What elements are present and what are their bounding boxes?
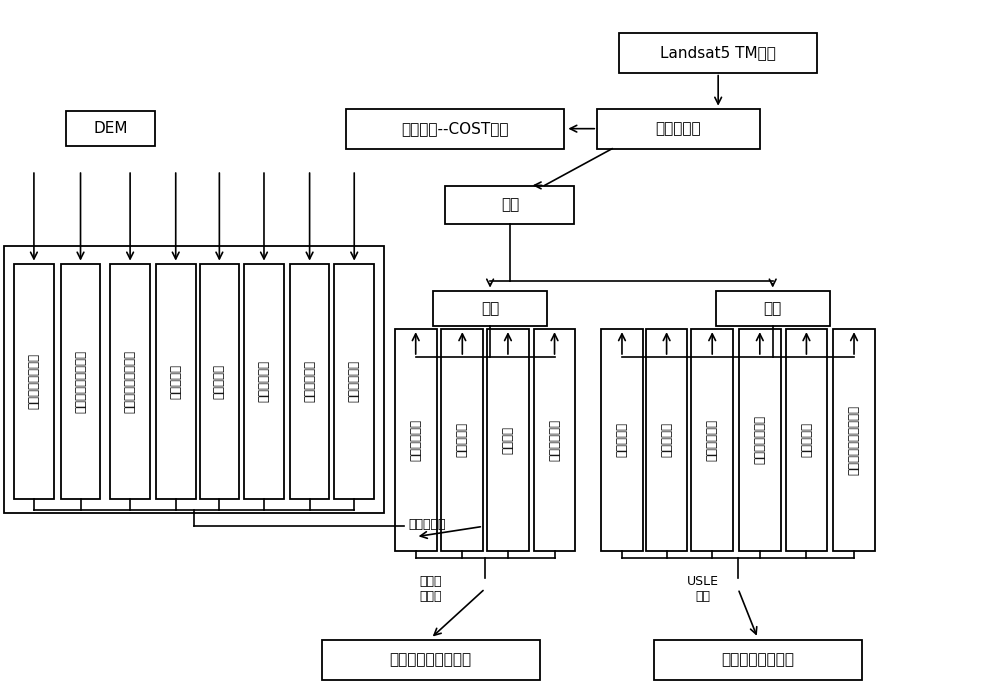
Text: 坡长坡度因子: 坡长坡度因子 <box>348 360 361 402</box>
Text: 坡度变率和坡向变率: 坡度变率和坡向变率 <box>74 349 87 412</box>
Text: 加权叠
加分析: 加权叠 加分析 <box>419 575 442 603</box>
Text: 地形起伏度: 地形起伏度 <box>169 363 182 398</box>
Bar <box>487 329 529 551</box>
Text: 裁剪: 裁剪 <box>501 197 519 212</box>
Text: 定性: 定性 <box>481 301 499 316</box>
Bar <box>833 329 875 551</box>
Bar <box>716 290 830 326</box>
Bar <box>290 263 329 498</box>
Bar <box>66 111 155 146</box>
Text: USLE
模型: USLE 模型 <box>687 575 719 603</box>
Bar <box>322 640 540 680</box>
Text: 水土保持工程措施因子: 水土保持工程措施因子 <box>848 405 861 475</box>
Text: 相关性分析: 相关性分析 <box>409 518 446 531</box>
Bar <box>534 329 575 551</box>
Text: DEM: DEM <box>93 121 128 136</box>
Text: 坡长坡度因子: 坡长坡度因子 <box>706 419 719 461</box>
Bar <box>346 108 564 148</box>
Text: 剖面曲率和平面曲率: 剖面曲率和平面曲率 <box>124 349 137 412</box>
Bar <box>156 263 196 498</box>
Text: 水土流失强度等级图: 水土流失强度等级图 <box>390 652 472 667</box>
Text: 土地利用类型: 土地利用类型 <box>548 419 561 461</box>
Text: 定量: 定量 <box>764 301 782 316</box>
Text: Landsat5 TM影像: Landsat5 TM影像 <box>660 45 776 60</box>
Bar <box>4 246 384 512</box>
Text: 数据预处理: 数据预处理 <box>656 121 701 136</box>
Bar <box>646 329 687 551</box>
Text: 植被覆盖度: 植被覆盖度 <box>456 422 469 457</box>
Bar <box>395 329 437 551</box>
Text: 降雨侵蚀力: 降雨侵蚀力 <box>615 422 628 457</box>
Text: 被盖管因子: 被盖管因子 <box>800 422 813 457</box>
Text: 最优地形因子: 最优地形因子 <box>409 419 422 461</box>
Bar <box>597 108 760 148</box>
Bar <box>739 329 781 551</box>
Bar <box>110 263 150 498</box>
Bar <box>433 290 547 326</box>
Bar <box>691 329 733 551</box>
Text: 土壤可蚀性: 土壤可蚀性 <box>660 422 673 457</box>
Text: 地形粗糙度: 地形粗糙度 <box>213 363 226 398</box>
Text: 高程变异系数: 高程变异系数 <box>257 360 270 402</box>
Bar <box>200 263 239 498</box>
Bar <box>786 329 827 551</box>
Bar <box>14 263 54 498</box>
Text: 坡度、坡向和坡长: 坡度、坡向和坡长 <box>27 353 40 409</box>
Bar <box>619 32 817 73</box>
Bar <box>601 329 643 551</box>
Bar <box>441 329 483 551</box>
Bar <box>334 263 374 498</box>
Bar <box>654 640 862 680</box>
Bar <box>445 186 574 224</box>
Bar <box>244 263 284 498</box>
Text: 沟壑密度: 沟壑密度 <box>501 426 514 454</box>
Text: 大气校正--COST模型: 大气校正--COST模型 <box>402 121 509 136</box>
Text: 地表切割深度: 地表切割深度 <box>303 360 316 402</box>
Bar <box>61 263 100 498</box>
Text: 植被覆盖与理子: 植被覆盖与理子 <box>753 415 766 464</box>
Text: 水土流失量分布图: 水土流失量分布图 <box>721 652 794 667</box>
